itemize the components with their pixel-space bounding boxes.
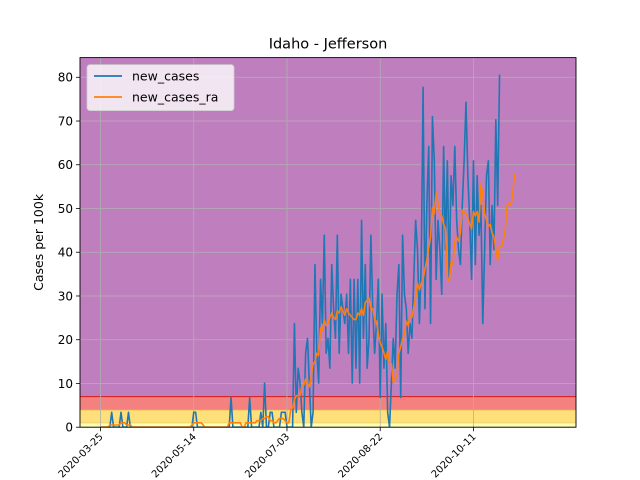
legend-label-new_cases: new_cases bbox=[132, 69, 199, 84]
y-tick-label-0: 0 bbox=[65, 421, 73, 435]
y-tick-label-3: 30 bbox=[58, 289, 73, 303]
y-tick-label-4: 40 bbox=[58, 246, 73, 260]
y-tick-label-7: 70 bbox=[58, 114, 73, 128]
series-line-new_cases bbox=[100, 74, 501, 428]
chart-title: Idaho - Jefferson bbox=[269, 37, 388, 53]
x-tick-label-4: 2020-10-11 bbox=[430, 432, 479, 480]
x-axis: 2020-03-25 2020-05-14 2020-07-03 2020-08-22… bbox=[57, 427, 479, 480]
legend-box bbox=[86, 64, 235, 111]
grid bbox=[80, 57, 576, 428]
series-line-new_cases_ra bbox=[100, 173, 516, 428]
band-0 bbox=[80, 422, 576, 428]
legend: new_cases new_cases_ra bbox=[86, 64, 235, 111]
y-axis: 0 10 20 30 40 50 60 70 80 bbox=[58, 71, 80, 435]
series-lines bbox=[100, 74, 516, 428]
risk-bands bbox=[80, 57, 576, 428]
y-tick-label-1: 10 bbox=[58, 377, 73, 391]
x-tick-label-0: 2020-03-25 bbox=[57, 432, 106, 480]
legend-label-new_cases_ra: new_cases_ra bbox=[132, 90, 218, 105]
y-axis-label: Cases per 100k bbox=[31, 193, 46, 291]
plot-frame bbox=[79, 57, 577, 428]
band-1 bbox=[80, 409, 576, 423]
y-tick-label-8: 80 bbox=[58, 71, 73, 85]
y-tick-label-5: 50 bbox=[58, 202, 73, 216]
band-2 bbox=[80, 396, 576, 410]
x-tick-label-3: 2020-08-22 bbox=[336, 432, 385, 480]
y-tick-label-2: 20 bbox=[58, 333, 73, 347]
y-tick-label-6: 60 bbox=[58, 158, 73, 172]
x-tick-label-2: 2020-07-03 bbox=[243, 432, 292, 480]
x-tick-label-1: 2020-05-14 bbox=[150, 432, 199, 480]
